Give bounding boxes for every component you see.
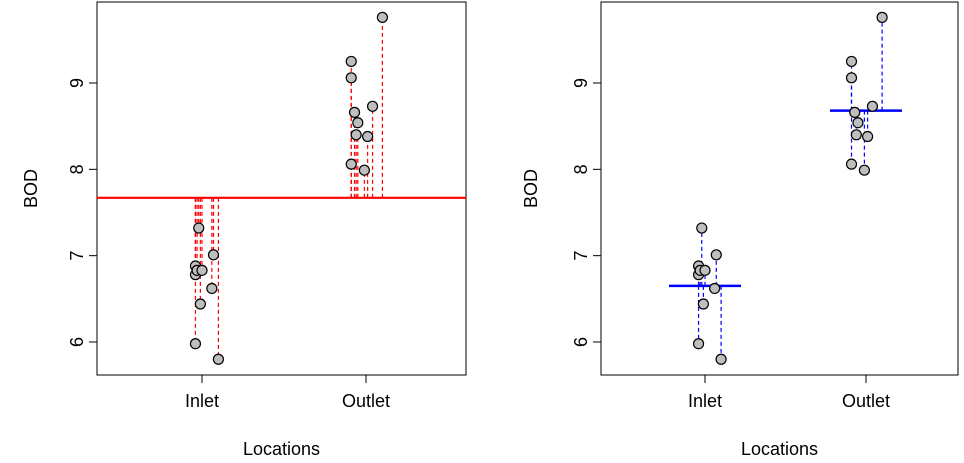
data-point <box>345 72 357 84</box>
x-tick-label: Outlet <box>342 391 390 411</box>
data-point <box>362 130 374 143</box>
data-point <box>345 55 357 68</box>
data-point <box>196 264 208 276</box>
y-tick-label: 7 <box>67 251 87 261</box>
data-point <box>845 72 858 84</box>
data-point <box>699 264 711 276</box>
data-point <box>715 353 727 365</box>
data-point <box>212 353 224 365</box>
y-tick-label: 8 <box>67 164 87 174</box>
axis-ticks: 6 7 8 9 Inlet Outlet <box>67 78 390 411</box>
data-point <box>692 338 705 350</box>
x-tick-label: Outlet <box>842 391 890 411</box>
data-point <box>710 249 722 261</box>
data-point <box>852 117 864 129</box>
data-point <box>697 298 709 310</box>
plot-box <box>96 1 467 376</box>
data-point <box>845 55 858 68</box>
axis-ticks: 6 7 8 9 Inlet Outlet <box>571 78 890 411</box>
x-axis-title: Locations <box>741 439 818 459</box>
data-point <box>866 100 879 112</box>
y-axis-title: BOD <box>21 169 41 208</box>
y-tick-label: 9 <box>67 78 87 88</box>
data-point <box>709 282 721 295</box>
y-tick-label: 6 <box>571 337 591 347</box>
y-tick-label: 9 <box>571 78 591 88</box>
y-tick-label: 7 <box>571 251 591 261</box>
data-point <box>352 117 364 129</box>
data-point <box>348 106 361 118</box>
data-point <box>358 164 370 176</box>
data-point <box>345 158 357 170</box>
x-tick-label: Inlet <box>185 391 219 411</box>
y-tick-label: 6 <box>67 337 87 347</box>
data-point <box>862 130 874 143</box>
data-point <box>849 106 861 118</box>
data-point <box>350 129 362 141</box>
data-point <box>207 249 220 261</box>
data-marks <box>669 11 902 365</box>
data-point <box>193 222 205 234</box>
group-means-panel: 6 7 8 9 Inlet Outlet Locations BOD <box>521 1 959 459</box>
data-point <box>206 282 218 295</box>
x-tick-label: Inlet <box>688 391 722 411</box>
data-point <box>858 164 870 176</box>
x-axis-title: Locations <box>243 439 320 459</box>
grand-mean-panel: 6 7 8 9 Inlet Outlet Locations BOD <box>21 1 467 459</box>
data-point <box>696 222 708 234</box>
y-tick-label: 8 <box>571 164 591 174</box>
data-marks <box>97 11 466 365</box>
data-point <box>876 11 888 23</box>
data-point <box>366 100 379 112</box>
plot-box <box>600 1 959 376</box>
y-axis-title: BOD <box>521 169 541 208</box>
data-point <box>850 129 862 141</box>
data-point <box>376 11 388 23</box>
data-point <box>194 298 206 310</box>
data-point <box>845 158 858 170</box>
data-point <box>189 338 202 350</box>
